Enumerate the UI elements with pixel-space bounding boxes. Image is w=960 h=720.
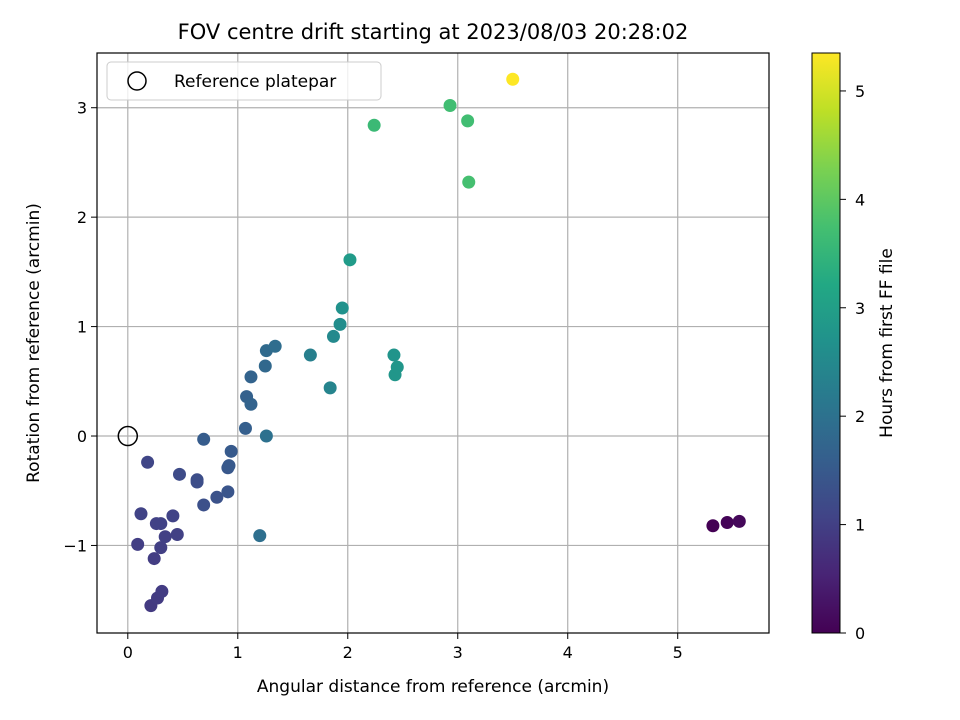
colorbar-tick-label: 5 xyxy=(855,82,865,101)
x-axis-ticks: 0 1 2 3 4 5 xyxy=(123,633,683,662)
x-tick-label: 5 xyxy=(673,643,683,662)
data-point xyxy=(134,507,148,521)
colorbar-ticks: 0 1 2 3 4 5 xyxy=(840,82,865,643)
data-point xyxy=(147,552,161,566)
colorbar-tick-label: 4 xyxy=(855,190,865,209)
data-point xyxy=(197,432,211,446)
legend-label: Reference platepar xyxy=(174,72,336,92)
data-point xyxy=(326,329,340,343)
data-point xyxy=(154,517,168,531)
y-tick-label: −1 xyxy=(63,536,87,555)
colorbar xyxy=(811,52,841,634)
y-tick-label: 0 xyxy=(77,427,87,446)
data-point xyxy=(244,370,258,384)
data-point xyxy=(166,509,180,523)
legend-marker xyxy=(127,71,147,91)
y-axis-ticks: −1 0 1 2 3 xyxy=(63,99,97,555)
x-axis-label: Angular distance from reference (arcmin) xyxy=(257,677,609,697)
data-point xyxy=(210,490,224,504)
colorbar-tick-label: 3 xyxy=(855,299,865,318)
data-point xyxy=(343,253,357,267)
legend-box xyxy=(106,61,382,101)
gridlines xyxy=(97,53,769,633)
plot-frame xyxy=(96,52,770,634)
data-point xyxy=(333,317,347,331)
data-point xyxy=(303,348,317,362)
y-axis-label: Rotation from reference (arcmin) xyxy=(24,203,44,483)
colorbar-label: Hours from first FF file xyxy=(877,248,897,438)
y-tick-label: 2 xyxy=(77,208,87,227)
data-point xyxy=(706,519,720,533)
data-point xyxy=(259,429,273,443)
x-tick-label: 3 xyxy=(453,643,463,662)
colorbar-tick-label: 1 xyxy=(855,516,865,535)
data-point xyxy=(197,498,211,512)
data-point xyxy=(443,99,457,113)
data-point xyxy=(224,444,238,458)
data-point xyxy=(170,528,184,542)
data-point xyxy=(244,397,258,411)
data-point xyxy=(390,360,404,374)
chart-title: FOV centre drift starting at 2023/08/03 … xyxy=(178,20,689,44)
legend: Reference platepar xyxy=(106,61,382,101)
data-point xyxy=(172,467,186,481)
colorbar-tick-label: 0 xyxy=(855,624,865,643)
data-point xyxy=(238,421,252,435)
data-point xyxy=(335,301,349,315)
data-point xyxy=(253,529,267,543)
data-points xyxy=(131,72,746,613)
data-point xyxy=(461,114,475,128)
data-point xyxy=(268,339,282,353)
data-point xyxy=(155,584,169,598)
data-point xyxy=(367,118,381,132)
data-point xyxy=(387,348,401,362)
y-tick-label: 1 xyxy=(77,318,87,337)
data-point xyxy=(141,455,155,469)
x-tick-label: 2 xyxy=(343,643,353,662)
data-point xyxy=(720,515,734,529)
data-point xyxy=(506,72,520,86)
data-point xyxy=(158,530,172,544)
x-tick-label: 0 xyxy=(123,643,133,662)
data-point xyxy=(258,359,272,373)
data-point xyxy=(154,541,168,555)
data-point xyxy=(462,175,476,189)
data-point xyxy=(131,537,145,551)
data-point xyxy=(221,485,235,499)
reference-marker-group xyxy=(117,425,139,447)
y-tick-label: 3 xyxy=(77,99,87,118)
data-point xyxy=(222,459,236,473)
reference-marker xyxy=(117,425,139,447)
data-point xyxy=(190,475,204,489)
x-tick-label: 1 xyxy=(233,643,243,662)
x-tick-label: 4 xyxy=(563,643,573,662)
data-point xyxy=(323,381,337,395)
colorbar-tick-label: 2 xyxy=(855,407,865,426)
data-point xyxy=(732,514,746,528)
